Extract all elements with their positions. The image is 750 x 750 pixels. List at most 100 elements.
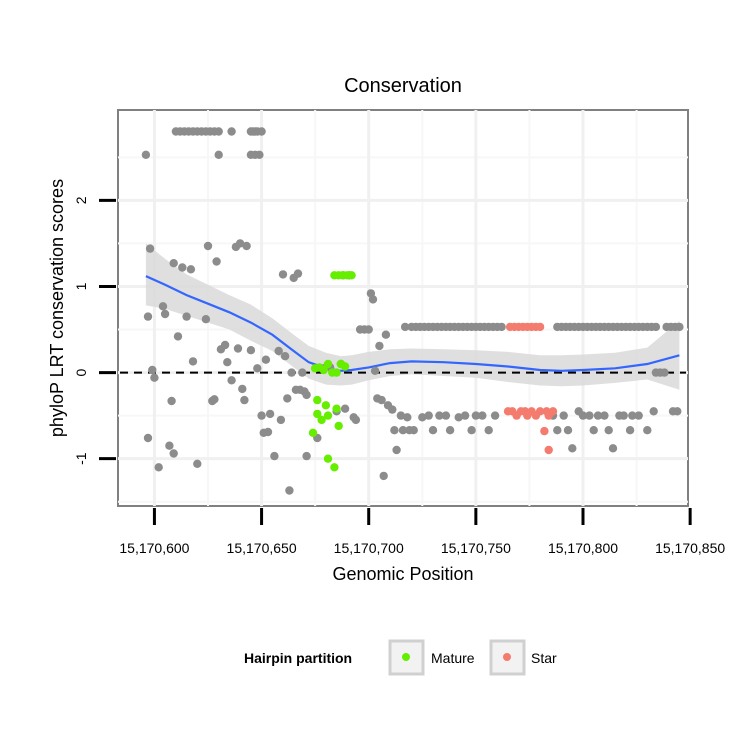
data-point-other — [651, 322, 661, 332]
data-point-star — [540, 426, 549, 436]
data-point-other — [150, 373, 159, 382]
data-point-other — [460, 411, 470, 420]
y-tick-label: -1 — [73, 452, 89, 465]
data-point-other — [242, 241, 251, 251]
data-point-other — [660, 368, 669, 377]
data-point-other — [375, 341, 384, 351]
data-point-other — [454, 413, 463, 422]
legend-mature-dot — [402, 653, 410, 661]
data-point-other — [165, 441, 174, 450]
data-point-mature — [323, 359, 333, 369]
x-tick-label: 15,170,750 — [441, 540, 511, 556]
data-point-other — [435, 411, 444, 420]
data-point-other — [628, 411, 637, 420]
data-points — [141, 127, 684, 495]
data-point-other — [589, 426, 598, 435]
data-point-other — [280, 352, 290, 361]
x-tick-label: 15,170,850 — [655, 540, 725, 556]
data-point-other — [278, 270, 288, 279]
data-point-other — [257, 127, 266, 136]
x-tick-label: 15,170,800 — [548, 540, 618, 556]
data-point-other — [227, 127, 236, 136]
legend-label-mature: Mature — [431, 650, 475, 666]
data-point-other — [173, 332, 183, 341]
data-point-other — [643, 426, 652, 435]
legend-label-star: Star — [531, 650, 557, 666]
y-tick-label: 1 — [73, 282, 89, 290]
data-point-other — [160, 309, 170, 319]
data-point-other — [265, 409, 275, 419]
data-point-other — [255, 150, 264, 159]
legend: Hairpin partition Mature Star — [244, 639, 557, 676]
series-star — [503, 322, 558, 455]
data-point-other — [392, 445, 401, 455]
data-point-other — [261, 355, 271, 364]
data-point-mature — [323, 454, 333, 463]
data-point-other — [578, 411, 588, 420]
data-point-other — [471, 411, 481, 420]
data-point-other — [428, 426, 438, 435]
data-point-other — [154, 463, 163, 472]
data-point-other — [188, 357, 198, 366]
data-point-other — [227, 376, 236, 385]
data-point-star — [535, 407, 545, 416]
data-point-other — [379, 471, 388, 481]
data-point-other — [418, 413, 427, 422]
data-point-other — [497, 322, 506, 332]
data-point-mature — [347, 271, 356, 280]
data-point-other — [302, 451, 311, 461]
data-point-mature — [330, 463, 339, 472]
chart-title: Conservation — [344, 75, 462, 97]
data-point-mature — [308, 428, 318, 437]
data-point-mature — [313, 409, 322, 419]
data-point-other — [263, 427, 273, 437]
data-point-mature — [332, 368, 341, 377]
data-point-mature — [323, 411, 333, 420]
data-point-other — [141, 150, 151, 159]
data-point-other — [368, 295, 378, 304]
data-point-other — [238, 384, 247, 394]
data-point-other — [293, 269, 303, 278]
data-point-other — [673, 407, 682, 416]
data-point-other — [210, 395, 219, 404]
data-point-other — [559, 411, 568, 420]
data-point-other — [167, 396, 176, 406]
x-axis-title: Genomic Position — [332, 564, 473, 584]
data-point-mature — [321, 401, 331, 410]
y-axis: -1 0 1 2 — [73, 196, 116, 465]
data-point-other — [233, 344, 243, 353]
data-point-other — [201, 315, 211, 324]
data-point-other — [396, 411, 406, 420]
data-point-other — [490, 411, 500, 420]
data-point-other — [649, 407, 658, 416]
data-point-other — [608, 444, 618, 453]
data-point-other — [563, 426, 573, 435]
data-point-other — [246, 346, 256, 355]
data-point-other — [214, 150, 223, 159]
data-point-other — [377, 395, 386, 405]
data-point-other — [478, 411, 487, 420]
data-point-other — [257, 411, 266, 420]
data-point-mature — [319, 365, 328, 375]
y-axis-title: phyloP LRT conservation scores — [47, 179, 67, 437]
data-point-other — [298, 368, 307, 377]
y-tick-label: 0 — [73, 368, 89, 376]
data-point-other — [158, 302, 168, 311]
series-mature — [308, 271, 356, 472]
data-point-other — [287, 368, 296, 377]
data-point-star — [544, 445, 553, 455]
data-point-mature — [313, 395, 322, 405]
data-point-other — [302, 390, 311, 400]
data-point-other — [424, 411, 433, 420]
data-point-other — [143, 433, 153, 443]
data-point-other — [274, 346, 283, 356]
data-point-other — [625, 426, 635, 435]
data-point-other — [409, 426, 418, 435]
data-point-other — [283, 394, 292, 403]
data-point-other — [220, 340, 230, 350]
smooth-line — [145, 275, 680, 372]
data-point-mature — [334, 421, 343, 431]
x-tick-label: 15,170,650 — [227, 540, 297, 556]
x-tick-label: 15,170,600 — [119, 540, 189, 556]
